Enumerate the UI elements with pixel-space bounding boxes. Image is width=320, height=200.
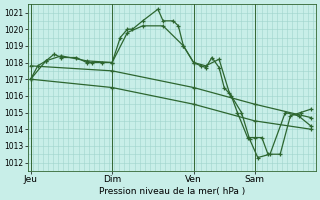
X-axis label: Pression niveau de la mer( hPa ): Pression niveau de la mer( hPa ) xyxy=(99,187,245,196)
